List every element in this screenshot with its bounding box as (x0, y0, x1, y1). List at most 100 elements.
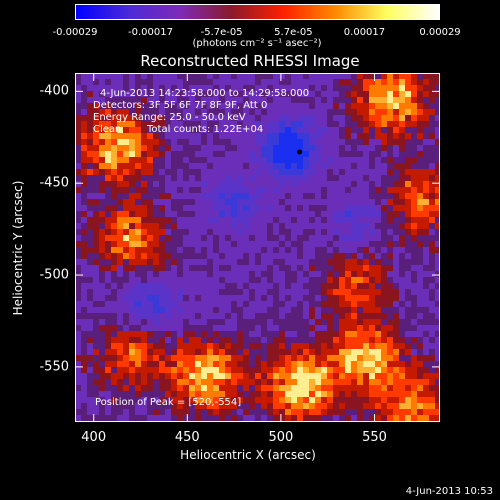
heatmap-cell (375, 337, 382, 344)
heatmap-cell (183, 355, 190, 362)
heatmap-cell (399, 409, 406, 416)
heatmap-cell (279, 379, 286, 386)
heatmap-cell (249, 271, 256, 278)
heatmap-cell (423, 325, 430, 332)
heatmap-cell (177, 163, 184, 170)
heatmap-cell (99, 139, 106, 146)
heatmap-cell (231, 337, 238, 344)
heatmap-cell (243, 169, 250, 176)
heatmap-cell (237, 85, 244, 92)
heatmap-cell (321, 217, 328, 224)
heatmap-cell (207, 373, 214, 380)
heatmap-cell (177, 151, 184, 158)
heatmap-cell (321, 79, 328, 86)
heatmap-cell (393, 121, 400, 128)
heatmap-cell (279, 373, 286, 380)
heatmap-cell (159, 235, 166, 242)
heatmap-cell (363, 103, 370, 110)
heatmap-cell (183, 403, 190, 410)
heatmap-cell (189, 169, 196, 176)
heatmap-cell (81, 415, 88, 422)
heatmap-cell (99, 301, 106, 308)
heatmap-cell (399, 115, 406, 122)
heatmap-cell (225, 397, 232, 404)
heatmap-cell (123, 73, 130, 80)
heatmap-cell (315, 307, 322, 314)
heatmap-cell (399, 193, 406, 200)
heatmap-cell (405, 169, 412, 176)
heatmap-cell (339, 307, 346, 314)
heatmap-cell (375, 241, 382, 248)
heatmap-cell (387, 259, 394, 266)
heatmap-cell (321, 73, 328, 80)
heatmap-cell (147, 415, 154, 422)
heatmap-cell (399, 139, 406, 146)
heatmap-cell (147, 259, 154, 266)
heatmap-cell (393, 271, 400, 278)
heatmap-cell (159, 343, 166, 350)
heatmap-cell (219, 157, 226, 164)
heatmap-cell (135, 151, 142, 158)
heatmap-cell (315, 313, 322, 320)
heatmap-cell (195, 391, 202, 398)
heatmap-cell (423, 337, 430, 344)
heatmap-cell (411, 391, 418, 398)
heatmap-cell (435, 109, 440, 116)
heatmap-cell (171, 97, 178, 104)
heatmap-cell (249, 349, 256, 356)
heatmap-cell (255, 73, 262, 80)
heatmap-cell (141, 361, 148, 368)
heatmap-cell (297, 97, 304, 104)
heatmap-cell (405, 103, 412, 110)
heatmap-cell (267, 85, 274, 92)
heatmap-cell (81, 385, 88, 392)
heatmap-cell (219, 145, 226, 152)
heatmap-cell (315, 97, 322, 104)
heatmap-cell (261, 103, 268, 110)
heatmap-cell (195, 259, 202, 266)
heatmap-cell (411, 151, 418, 158)
heatmap-cell (399, 163, 406, 170)
heatmap-cell (165, 397, 172, 404)
heatmap-cell (177, 223, 184, 230)
heatmap-cell (129, 325, 136, 332)
heatmap-cell (171, 397, 178, 404)
heatmap-cell (141, 223, 148, 230)
heatmap-cell (207, 181, 214, 188)
heatmap-cell (273, 79, 280, 86)
heatmap-cell (123, 139, 130, 146)
heatmap-cell (351, 97, 358, 104)
heatmap-cell (135, 283, 142, 290)
heatmap-cell (273, 277, 280, 284)
heatmap-cell (297, 337, 304, 344)
heatmap-cell (87, 217, 94, 224)
heatmap-cell (153, 91, 160, 98)
heatmap-cell (105, 145, 112, 152)
heatmap-cell (189, 385, 196, 392)
heatmap-cell (135, 103, 142, 110)
heatmap-cell (351, 121, 358, 128)
heatmap-cell (369, 283, 376, 290)
heatmap-cell (75, 397, 82, 404)
heatmap-cell (381, 85, 388, 92)
heatmap-cell (117, 259, 124, 266)
heatmap-cell (99, 331, 106, 338)
heatmap-cell (207, 115, 214, 122)
heatmap-cell (261, 361, 268, 368)
heatmap-cell (141, 301, 148, 308)
heatmap-cell (387, 163, 394, 170)
heatmap-cell (177, 133, 184, 140)
heatmap-cell (399, 397, 406, 404)
heatmap-cell (93, 319, 100, 326)
heatmap-cell (291, 373, 298, 380)
heatmap-cell (159, 415, 166, 422)
heatmap-cell (249, 355, 256, 362)
heatmap-cell (345, 181, 352, 188)
heatmap-cell (405, 271, 412, 278)
heatmap-cell (75, 127, 82, 134)
heatmap-cell (393, 91, 400, 98)
heatmap-cell (189, 115, 196, 122)
heatmap-cell (171, 133, 178, 140)
heatmap-cell (225, 277, 232, 284)
heatmap-cell (231, 193, 238, 200)
